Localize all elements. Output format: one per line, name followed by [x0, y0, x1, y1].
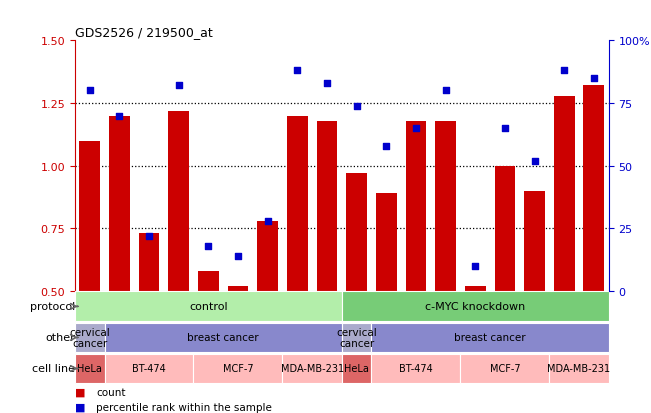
Text: MCF-7: MCF-7	[223, 363, 253, 374]
Bar	[549, 354, 609, 383]
Bar	[75, 323, 105, 352]
Bar	[287, 116, 308, 291]
Bar	[583, 86, 604, 291]
Point	[173, 83, 184, 90]
Text: other: other	[45, 332, 75, 343]
Bar	[168, 111, 189, 291]
Point	[203, 243, 214, 249]
Text: HeLa: HeLa	[77, 363, 102, 374]
Bar	[342, 292, 609, 321]
Text: c-MYC knockdown: c-MYC knockdown	[425, 301, 525, 312]
Text: cervical
cancer: cervical cancer	[69, 327, 110, 349]
Bar	[342, 323, 372, 352]
Bar	[139, 234, 159, 291]
Bar	[75, 292, 342, 321]
Bar	[109, 116, 130, 291]
Bar	[105, 323, 342, 352]
Bar	[342, 354, 372, 383]
Bar	[554, 96, 575, 291]
Point	[262, 218, 273, 225]
Text: control: control	[189, 301, 228, 312]
Bar	[257, 221, 278, 291]
Text: GDS2526 / 219500_at: GDS2526 / 219500_at	[75, 26, 213, 39]
Bar	[283, 354, 342, 383]
Bar	[105, 354, 193, 383]
Text: BT-474: BT-474	[399, 363, 433, 374]
Point	[470, 263, 480, 269]
Bar	[372, 323, 609, 352]
Text: ■: ■	[75, 402, 85, 412]
Bar	[406, 121, 426, 291]
Point	[440, 88, 450, 95]
Bar	[193, 354, 283, 383]
Point	[114, 113, 124, 120]
Bar	[372, 354, 460, 383]
Bar	[495, 166, 515, 291]
Text: breast cancer: breast cancer	[187, 332, 259, 343]
Point	[352, 103, 362, 109]
Text: count: count	[96, 387, 126, 397]
Bar	[376, 194, 396, 291]
Bar	[436, 121, 456, 291]
Point	[85, 88, 95, 95]
Point	[411, 126, 421, 132]
Text: HeLa: HeLa	[344, 363, 369, 374]
Bar	[79, 141, 100, 291]
Bar	[75, 354, 105, 383]
Point	[233, 253, 243, 259]
Text: MCF-7: MCF-7	[490, 363, 520, 374]
Text: MDA-MB-231: MDA-MB-231	[547, 363, 611, 374]
Point	[322, 81, 332, 87]
Bar	[198, 271, 219, 291]
Point	[292, 68, 303, 75]
Point	[589, 76, 599, 82]
Bar	[460, 354, 549, 383]
Point	[500, 126, 510, 132]
Bar	[346, 174, 367, 291]
Text: protocol: protocol	[29, 301, 75, 312]
Text: breast cancer: breast cancer	[454, 332, 526, 343]
Point	[529, 158, 540, 164]
Point	[381, 143, 391, 150]
Bar	[316, 121, 337, 291]
Text: cervical
cancer: cervical cancer	[336, 327, 377, 349]
Text: ■: ■	[75, 387, 85, 397]
Text: BT-474: BT-474	[132, 363, 166, 374]
Text: MDA-MB-231: MDA-MB-231	[281, 363, 344, 374]
Bar	[228, 286, 249, 291]
Text: percentile rank within the sample: percentile rank within the sample	[96, 402, 272, 412]
Bar	[465, 286, 486, 291]
Point	[144, 233, 154, 240]
Bar	[524, 191, 545, 291]
Text: cell line: cell line	[32, 363, 75, 374]
Point	[559, 68, 570, 75]
